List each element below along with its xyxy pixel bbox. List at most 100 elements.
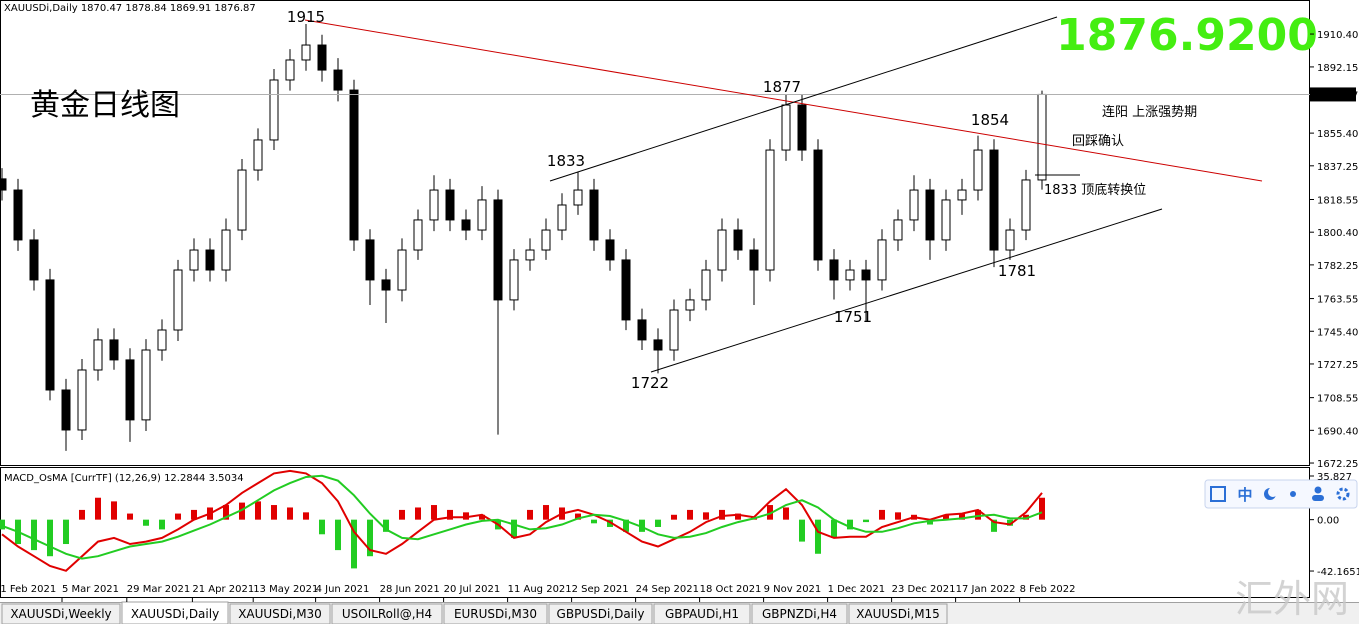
tab-label[interactable]: XAUUSDi,M15	[856, 607, 940, 621]
candle-body	[813, 149, 823, 261]
candle-body	[397, 249, 407, 291]
toolbar-icon	[1268, 487, 1278, 497]
macd-line	[1, 474, 1043, 560]
histogram-bar	[655, 519, 661, 527]
toolbar-icon[interactable]	[1210, 486, 1226, 502]
histogram-bar	[863, 519, 869, 523]
toolbar-icon[interactable]	[1314, 486, 1322, 494]
tab[interactable]: USOILRoll@,H4	[331, 603, 443, 624]
histogram-bar	[799, 519, 805, 542]
annotation: 1915	[287, 8, 325, 26]
histogram-bar	[367, 519, 373, 557]
tab-box	[443, 603, 548, 624]
tab[interactable]: GBPNZDi,H4	[751, 603, 848, 624]
main-plot	[0, 23, 1310, 451]
annotation: 1722	[631, 374, 669, 392]
histogram-bar	[335, 519, 341, 551]
candle-body	[765, 149, 775, 271]
resistance-trendline	[304, 19, 1263, 182]
histogram-bar	[735, 513, 741, 520]
channel-lower-line	[650, 208, 1163, 373]
histogram-bar	[767, 505, 773, 520]
x-tick-label: 11 Feb 2021	[0, 584, 56, 595]
ime-toolbar[interactable]: 中	[1204, 479, 1358, 509]
histogram-bar	[287, 507, 293, 520]
toolbar-icon[interactable]	[1336, 487, 1350, 501]
tab-label[interactable]: XAUUSDi,Daily	[131, 607, 219, 621]
y-tick-label: 0.00	[1317, 516, 1339, 527]
tab[interactable]: XAUUSDi,M15	[848, 603, 948, 624]
tab[interactable]: GBPUSDi,Daily	[548, 603, 653, 624]
tab-label[interactable]: GBPAUDi,H1	[665, 607, 739, 621]
histogram-bar	[847, 519, 853, 530]
x-tick-label: 11 Aug 2021	[508, 584, 572, 595]
tabs: XAUUSDi,Weekly XAUUSDi,Daily XAUUSDi,M30 US…	[1, 601, 948, 624]
y-tick-label: 1855.40	[1317, 129, 1358, 140]
watermark: 汇外网	[1235, 577, 1349, 621]
candle-body	[557, 204, 567, 231]
candle-body	[893, 219, 903, 241]
histogram-bar	[191, 509, 197, 520]
tab[interactable]: XAUUSDi,Weekly	[1, 603, 121, 624]
candle-body	[253, 139, 263, 171]
histogram-bar	[47, 519, 53, 557]
y-tick-label: 1800.40	[1317, 228, 1358, 239]
candle-body	[669, 309, 679, 351]
candle-body	[909, 189, 919, 221]
y-tick-label: 1892.15	[1317, 63, 1358, 74]
chart-header: XAUUSDi,Daily 1870.47 1878.84 1869.91 18…	[4, 3, 256, 14]
candle-body	[989, 149, 999, 251]
histogram-bar	[95, 497, 101, 520]
candle-body	[573, 189, 583, 206]
tab-label[interactable]: GBPNZDi,H4	[762, 607, 837, 621]
annotation: 回踩确认	[1072, 134, 1124, 149]
candle-body	[621, 259, 631, 321]
channel-upper-line	[549, 16, 1058, 182]
tab-box	[751, 603, 848, 624]
y-tick-label: 1763.55	[1317, 295, 1358, 306]
price-display: 1876.9200	[1056, 10, 1318, 61]
tab[interactable]: EURUSDi,M30	[443, 603, 548, 624]
histogram-bar	[943, 514, 949, 520]
tab-label[interactable]: EURUSDi,M30	[454, 607, 537, 621]
x-tick-label: 1 Dec 2021	[828, 584, 886, 595]
tab-box	[1, 603, 121, 624]
candle-body	[941, 199, 951, 241]
histogram-bar	[175, 513, 181, 520]
candle-body	[205, 249, 215, 271]
tab-label[interactable]: XAUUSDi,Weekly	[10, 607, 111, 621]
histogram-bar	[927, 519, 933, 525]
y-tick-label: 1672.25	[1317, 459, 1358, 470]
candle-body	[429, 189, 439, 221]
tab[interactable]: XAUUSDi,M30	[229, 603, 331, 624]
annotation: 1781	[998, 262, 1036, 280]
toolbar-icon	[1312, 495, 1324, 501]
candle-body	[957, 189, 967, 201]
candle-body	[781, 104, 791, 151]
candle-body	[0, 178, 7, 191]
candle-body	[109, 339, 119, 361]
annotation: 1833	[547, 152, 585, 170]
candle-body	[29, 239, 39, 281]
y-tick-label: 35.827	[1317, 472, 1352, 483]
tab-label[interactable]: GBPUSDi,Daily	[557, 607, 645, 621]
histogram-bar	[879, 509, 885, 520]
toolbar-icon[interactable]	[1290, 491, 1296, 497]
x-tick-label: 21 Apr 2021	[192, 584, 254, 595]
tab[interactable]: XAUUSDi,Daily	[121, 601, 229, 624]
histogram-bar	[239, 502, 245, 520]
histogram-bar	[399, 509, 405, 520]
candle-body	[189, 249, 199, 271]
toolbar-ime[interactable]: 中	[1237, 486, 1252, 504]
histogram-bar	[0, 519, 5, 530]
y-tick-label: 1782.25	[1317, 261, 1358, 272]
tab[interactable]: GBPAUDi,H1	[653, 603, 751, 624]
candle-body	[653, 339, 663, 351]
main-pane-frame	[0, 0, 1310, 466]
histogram-bar	[127, 513, 133, 520]
tab-label[interactable]: USOILRoll@,H4	[342, 607, 432, 621]
candle-body	[269, 79, 279, 141]
candle-body	[301, 44, 311, 61]
x-tick-label: 24 Sep 2021	[636, 584, 699, 595]
tab-label[interactable]: XAUUSDi,M30	[238, 607, 322, 621]
